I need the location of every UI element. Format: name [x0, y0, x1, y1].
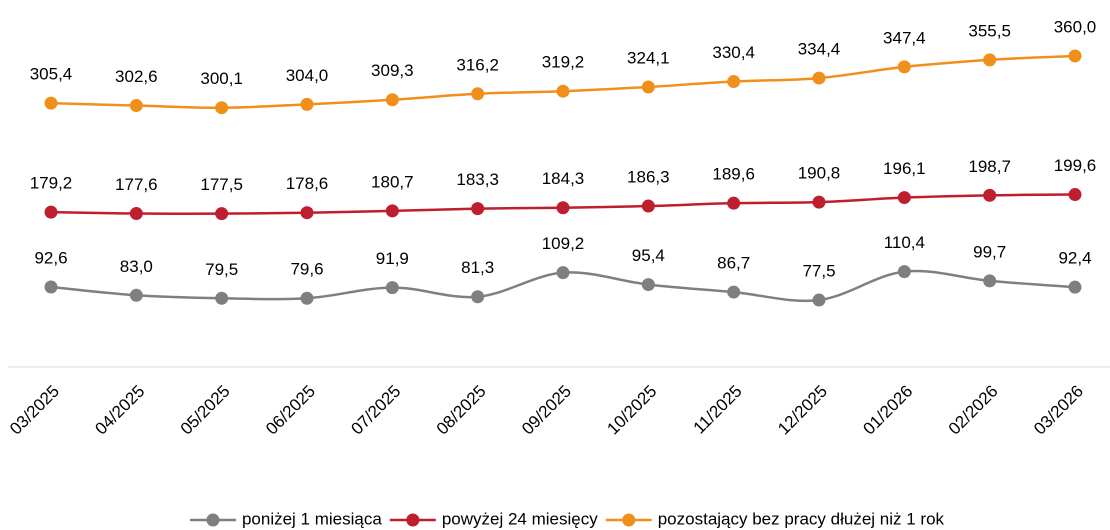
data-point — [812, 195, 826, 209]
x-tick-label: 09/2025 — [518, 382, 575, 439]
data-point — [129, 288, 143, 302]
data-label: 81,3 — [461, 258, 494, 277]
data-point — [727, 196, 741, 210]
data-point — [300, 291, 314, 305]
data-point — [44, 205, 58, 219]
data-point — [1068, 188, 1082, 202]
data-point — [300, 97, 314, 111]
data-point — [471, 202, 485, 216]
data-label: 86,7 — [717, 254, 750, 273]
x-tick-label: 03/2026 — [1030, 382, 1087, 439]
x-tick-label: 11/2025 — [690, 382, 746, 438]
data-label: 190,8 — [798, 164, 841, 183]
data-point — [385, 281, 399, 295]
data-label: 360,0 — [1054, 17, 1097, 36]
data-label: 316,2 — [456, 55, 499, 74]
legend-marker — [406, 513, 420, 527]
data-point — [641, 278, 655, 292]
x-tick-label: 10/2025 — [603, 382, 660, 439]
data-point — [129, 207, 143, 221]
x-tick-label: 01/2026 — [859, 382, 916, 439]
data-label: 79,6 — [290, 260, 323, 279]
data-label: 99,7 — [973, 242, 1006, 261]
data-label: 95,4 — [632, 246, 665, 265]
data-point — [556, 201, 570, 215]
x-tick-label: 08/2025 — [433, 382, 490, 439]
data-point — [897, 60, 911, 74]
data-point — [983, 274, 997, 288]
data-label: 319,2 — [542, 53, 585, 72]
data-label: 79,5 — [205, 260, 238, 279]
x-tick-label: 06/2025 — [262, 382, 319, 439]
data-label: 347,4 — [883, 28, 926, 47]
legend-marker — [206, 513, 220, 527]
data-point — [812, 71, 826, 85]
data-label: 110,4 — [884, 233, 925, 252]
x-tick-label: 04/2025 — [91, 382, 148, 439]
data-point — [215, 101, 229, 115]
data-label: 199,6 — [1054, 156, 1097, 175]
data-label: 180,7 — [371, 172, 414, 191]
data-label: 179,2 — [30, 174, 73, 193]
data-point — [897, 191, 911, 205]
data-point — [983, 188, 997, 202]
data-point — [215, 291, 229, 305]
x-tick-label: 05/2025 — [177, 382, 234, 439]
data-label: 330,4 — [712, 43, 755, 62]
data-label: 177,5 — [200, 175, 243, 194]
data-label: 304,0 — [286, 66, 329, 85]
data-label: 177,6 — [115, 175, 158, 194]
data-point — [44, 280, 58, 294]
data-label: 198,7 — [968, 157, 1011, 176]
data-point — [641, 199, 655, 213]
data-label: 183,3 — [456, 170, 499, 189]
data-label: 109,2 — [542, 234, 585, 253]
x-tick-label: 03/2025 — [6, 382, 63, 439]
data-point — [300, 206, 314, 220]
data-point — [471, 290, 485, 304]
data-point — [44, 96, 58, 110]
data-label: 324,1 — [627, 48, 670, 67]
data-label: 178,6 — [286, 174, 329, 193]
data-point — [641, 80, 655, 94]
data-point — [556, 266, 570, 280]
data-point — [129, 99, 143, 113]
data-label: 91,9 — [376, 249, 409, 268]
legend: poniżej 1 miesiąca powyżej 24 miesięcy poz… — [189, 509, 945, 528]
data-label: 302,6 — [115, 67, 158, 86]
data-point — [471, 87, 485, 101]
data-label: 83,0 — [120, 257, 153, 276]
data-label: 305,4 — [30, 65, 73, 84]
data-point — [385, 204, 399, 218]
legend-label: pozostający bez pracy dłużej niż 1 rok — [658, 509, 945, 528]
x-tick-label: 07/2025 — [347, 382, 404, 439]
x-tick-label: 02/2026 — [945, 382, 1002, 439]
data-label: 309,3 — [371, 61, 414, 80]
data-label: 92,4 — [1058, 249, 1091, 268]
data-point — [812, 293, 826, 307]
data-point — [983, 53, 997, 67]
data-label: 77,5 — [802, 262, 835, 281]
data-point — [897, 265, 911, 279]
data-point — [385, 93, 399, 107]
data-point — [1068, 49, 1082, 63]
data-label: 186,3 — [627, 168, 670, 187]
data-label: 300,1 — [200, 69, 243, 88]
legend-marker — [622, 513, 636, 527]
data-label: 334,4 — [798, 40, 841, 59]
data-label: 184,3 — [542, 169, 585, 188]
x-tick-label: 12/2025 — [774, 382, 831, 439]
data-label: 92,6 — [34, 248, 67, 267]
data-label: 355,5 — [968, 21, 1011, 40]
data-point — [215, 207, 229, 221]
data-point — [1068, 280, 1082, 294]
data-label: 189,6 — [712, 165, 755, 184]
data-label: 196,1 — [883, 159, 926, 178]
legend-label: powyżej 24 miesięcy — [442, 509, 598, 528]
data-point — [556, 84, 570, 98]
legend-label: poniżej 1 miesiąca — [242, 509, 382, 528]
data-point — [727, 285, 741, 299]
data-point — [727, 75, 741, 89]
